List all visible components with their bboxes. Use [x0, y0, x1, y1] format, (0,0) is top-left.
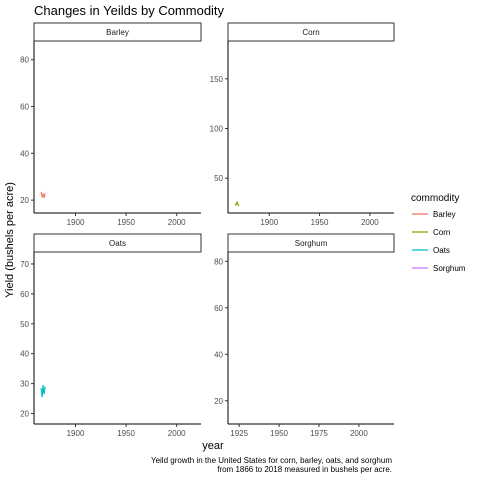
facet-oats: Oats 1900 1950 2000 20 30 40 50 60 70 [20, 233, 202, 438]
strip-oats [33, 233, 202, 253]
y-tick-label-oats-60: 60 [20, 290, 29, 299]
y-tick-label-barley-20: 20 [20, 196, 29, 205]
x-axis-title: year [202, 440, 224, 452]
legend-title: commodity [411, 193, 459, 204]
y-tick-label-oats-40: 40 [20, 350, 29, 359]
strip-label-sorghum: Sorghum [295, 239, 328, 248]
y-tick-label-sorghum-60: 60 [214, 304, 223, 313]
facet-barley: Barley 1900 1950 2000 20 40 60 80 [20, 22, 202, 227]
y-tick-label-oats-20: 20 [20, 410, 29, 419]
y-axis-title: Yield (bushels per acre) [4, 182, 16, 298]
y-tick-label-corn-150: 150 [210, 75, 224, 84]
series-line-corn [234, 200, 240, 207]
legend-label-barley: Barley [433, 210, 456, 219]
x-tick-label-corn-1900: 1900 [260, 218, 278, 227]
x-tick-label-oats-2000: 2000 [168, 429, 186, 438]
x-tick-label-barley-2000: 2000 [168, 218, 186, 227]
x-tick-label-corn-2000: 2000 [361, 218, 379, 227]
y-tick-label-barley-60: 60 [20, 103, 29, 112]
strip-barley [33, 22, 202, 42]
y-tick-label-oats-50: 50 [20, 320, 29, 329]
legend-label-oats: Oats [433, 246, 450, 255]
strip-label-barley: Barley [106, 28, 129, 37]
legend: commodity Barley Corn Oats Sorghum [411, 193, 466, 273]
x-tick-label-sorghum-1950: 1950 [270, 429, 288, 438]
y-tick-label-oats-30: 30 [20, 380, 29, 389]
x-tick-label-corn-1950: 1950 [311, 218, 329, 227]
chart-title: Changes in Yeilds by Commodity [34, 3, 225, 18]
y-tick-label-barley-40: 40 [20, 149, 29, 158]
x-tick-label-oats-1900: 1900 [67, 429, 85, 438]
strip-sorghum [227, 233, 395, 253]
facet-corn: Corn 1900 1950 2000 50 100 150 [210, 22, 395, 227]
series-line-barley [40, 191, 46, 199]
caption-line-1: Yeild growth in the United States for co… [151, 456, 392, 465]
x-tick-label-sorghum-2000: 2000 [350, 429, 368, 438]
x-tick-label-barley-1900: 1900 [67, 218, 85, 227]
y-tick-label-barley-80: 80 [20, 56, 29, 65]
y-tick-label-corn-50: 50 [214, 174, 223, 183]
series-line-oats [40, 385, 46, 398]
x-tick-label-oats-1950: 1950 [117, 429, 135, 438]
strip-label-corn: Corn [302, 28, 319, 37]
y-tick-label-sorghum-80: 80 [214, 257, 223, 266]
facet-sorghum: Sorghum 1925 1950 1975 2000 20 40 60 80 [214, 233, 395, 438]
caption-line-2: from 1866 to 2018 measured in bushels pe… [217, 465, 392, 474]
x-tick-label-sorghum-1975: 1975 [310, 429, 328, 438]
strip-corn [227, 22, 395, 42]
legend-label-corn: Corn [433, 228, 450, 237]
y-tick-label-sorghum-20: 20 [214, 397, 223, 406]
facet-panels: Barley 1900 1950 2000 20 40 60 80 Corn 1900 1950 20… [20, 22, 395, 438]
strip-label-oats: Oats [109, 239, 126, 248]
legend-label-sorghum: Sorghum [433, 264, 466, 273]
x-tick-label-sorghum-1925: 1925 [230, 429, 248, 438]
y-tick-label-corn-100: 100 [210, 124, 224, 133]
y-tick-label-sorghum-40: 40 [214, 350, 223, 359]
x-tick-label-barley-1950: 1950 [117, 218, 135, 227]
y-tick-label-oats-70: 70 [20, 260, 29, 269]
